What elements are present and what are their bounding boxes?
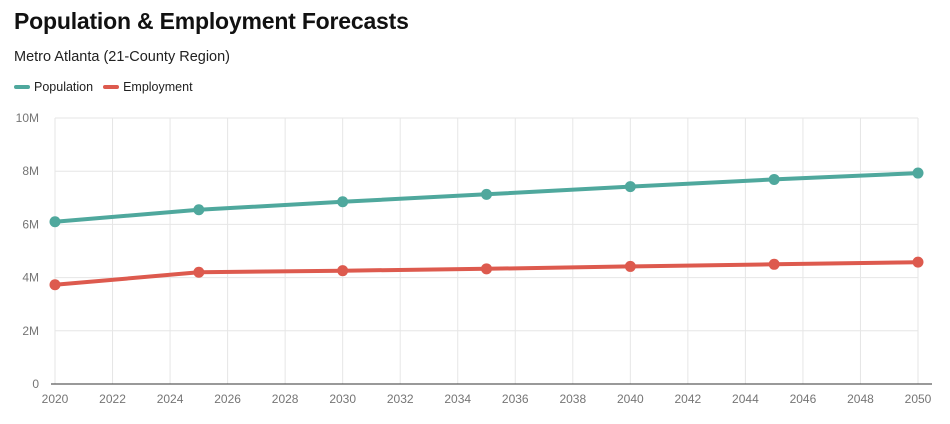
x-tick-label: 2038: [559, 392, 586, 406]
x-tick-label: 2024: [157, 392, 184, 406]
data-point-population: [193, 204, 204, 215]
data-point-employment: [625, 261, 636, 272]
data-point-employment: [50, 279, 61, 290]
data-point-employment: [769, 259, 780, 270]
x-tick-label: 2044: [732, 392, 759, 406]
x-tick-label: 2028: [272, 392, 299, 406]
data-point-employment: [913, 257, 924, 268]
data-point-population: [481, 189, 492, 200]
x-tick-label: 2036: [502, 392, 529, 406]
x-tick-label: 2030: [329, 392, 356, 406]
x-tick-label: 2040: [617, 392, 644, 406]
x-tick-label: 2050: [905, 392, 932, 406]
data-point-population: [769, 174, 780, 185]
data-point-population: [913, 168, 924, 179]
y-tick-label: 2M: [22, 324, 39, 338]
line-chart: 2020 2022 2024 2026 2028 2030 2032 2034 2036 2038…: [0, 0, 950, 424]
y-tick-label: 6M: [22, 217, 39, 231]
y-tick-label: 10M: [16, 111, 39, 125]
x-tick-label: 2032: [387, 392, 414, 406]
x-tick-label: 2046: [790, 392, 817, 406]
y-tick-label: 0: [32, 377, 39, 391]
y-tick-label: 4M: [22, 271, 39, 285]
data-point-population: [337, 196, 348, 207]
data-point-employment: [481, 263, 492, 274]
data-point-employment: [193, 267, 204, 278]
y-tick-label: 8M: [22, 164, 39, 178]
x-tick-label: 2020: [42, 392, 69, 406]
data-point-employment: [337, 265, 348, 276]
x-tick-label: 2034: [444, 392, 471, 406]
x-tick-label: 2048: [847, 392, 874, 406]
x-tick-label: 2022: [99, 392, 126, 406]
x-tick-label: 2026: [214, 392, 241, 406]
data-point-population: [625, 181, 636, 192]
data-point-population: [50, 216, 61, 227]
x-tick-label: 2042: [675, 392, 702, 406]
